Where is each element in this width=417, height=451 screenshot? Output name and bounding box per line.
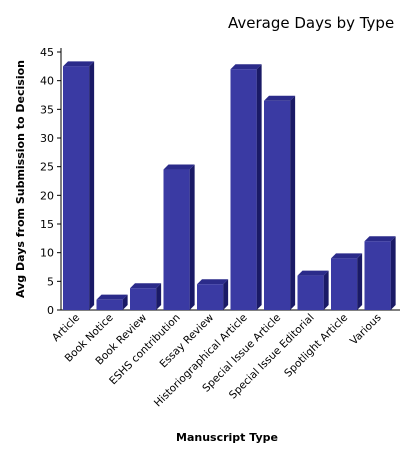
y-tick-label: 5 xyxy=(47,275,54,288)
bar-top xyxy=(197,279,229,285)
bar xyxy=(331,253,363,310)
bar-top xyxy=(331,253,363,259)
chart-title: Average Days by Type xyxy=(228,14,394,32)
bar-side xyxy=(156,283,162,310)
x-category-label: Article xyxy=(50,312,82,344)
bar xyxy=(230,64,262,310)
bar xyxy=(264,95,296,310)
bar-front xyxy=(230,69,257,310)
bar-front xyxy=(364,241,391,310)
bar-front xyxy=(264,100,291,310)
bar-side xyxy=(256,64,262,310)
y-tick-label: 10 xyxy=(40,247,54,260)
bar-front xyxy=(130,288,157,310)
bar-top xyxy=(130,283,162,289)
y-tick-label: 25 xyxy=(40,161,54,174)
bar-front xyxy=(331,258,358,310)
x-category-label: Spotlight Article xyxy=(282,312,350,380)
bar xyxy=(197,279,229,310)
bar-side xyxy=(323,270,329,310)
y-tick-label: 0 xyxy=(47,304,54,317)
x-category-label: Various xyxy=(348,312,384,348)
bar-top xyxy=(96,294,128,300)
bar-top xyxy=(63,61,95,67)
bar-front xyxy=(63,66,90,310)
bar-front xyxy=(96,299,123,310)
bar-side xyxy=(223,279,229,310)
bar-front xyxy=(297,275,324,310)
bar-top xyxy=(163,164,195,170)
bar-side xyxy=(89,61,95,311)
y-tick-label: 20 xyxy=(40,189,54,202)
bar-top xyxy=(297,270,329,276)
bar-side xyxy=(290,95,296,310)
x-axis-label: Manuscript Type xyxy=(176,431,278,444)
bar xyxy=(130,283,162,310)
bar-side xyxy=(189,164,195,310)
bar-side xyxy=(390,236,396,310)
y-tick-label: 30 xyxy=(40,132,54,145)
y-tick-label: 40 xyxy=(40,75,54,88)
bar xyxy=(364,236,396,310)
bar-front xyxy=(163,169,190,310)
bar-front xyxy=(197,284,224,310)
bar-top xyxy=(264,95,296,101)
bar xyxy=(63,61,95,311)
bar xyxy=(96,294,128,310)
bar-side xyxy=(357,253,363,310)
y-tick-label: 35 xyxy=(40,103,54,116)
bar xyxy=(163,164,195,310)
bar-side xyxy=(122,294,128,310)
y-axis-label: Avg Days from Submission to Decision xyxy=(14,60,27,298)
y-tick-label: 45 xyxy=(40,46,54,59)
bar xyxy=(297,270,329,310)
bar-top xyxy=(364,236,396,242)
bar-top xyxy=(230,64,262,70)
y-tick-label: 15 xyxy=(40,218,54,231)
